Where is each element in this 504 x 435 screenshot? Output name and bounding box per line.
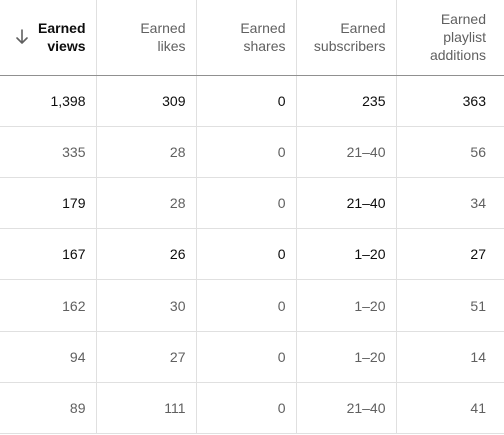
table-header-row: Earned views Earned likes Earned shares … (0, 0, 504, 76)
arrow-down-icon[interactable] (14, 28, 30, 46)
cell-earned-shares: 0 (196, 75, 297, 127)
column-header-label: views (47, 38, 86, 55)
column-header-label: Earned (340, 20, 386, 37)
cell-earned-playlist-additions: 51 (396, 279, 504, 332)
column-header-label: Earned (440, 11, 486, 28)
column-header-earned-subscribers[interactable]: Earned subscribers (296, 0, 397, 76)
cell-earned-likes: 26 (96, 228, 197, 281)
cell-earned-views: 1,398 (0, 75, 97, 127)
cell-earned-likes: 111 (96, 382, 197, 435)
cell-earned-shares: 0 (196, 126, 297, 178)
cell-earned-likes: 28 (96, 126, 197, 178)
cell-earned-shares: 0 (196, 228, 297, 281)
cell-earned-likes: 27 (96, 331, 197, 383)
cell-earned-playlist-additions: 27 (396, 228, 504, 281)
cell-earned-shares: 0 (196, 382, 297, 435)
column-header-label: Earned (140, 20, 186, 37)
cell-earned-subscribers: 1–20 (296, 279, 397, 332)
cell-earned-subscribers: 1–20 (296, 331, 397, 383)
column-header-label: subscribers (313, 38, 386, 55)
column-header-label: Earned (38, 20, 86, 37)
column-header-earned-likes[interactable]: Earned likes (96, 0, 197, 76)
table-row[interactable]: 162 30 0 1–20 51 (0, 279, 504, 332)
cell-earned-likes: 30 (96, 279, 197, 332)
cell-earned-views: 89 (0, 382, 97, 435)
table-row[interactable]: 335 28 0 21–40 56 (0, 126, 504, 178)
cell-earned-shares: 0 (196, 279, 297, 332)
column-header-label: Earned (240, 20, 286, 37)
cell-earned-shares: 0 (196, 331, 297, 383)
cell-earned-playlist-additions: 14 (396, 331, 504, 383)
cell-earned-subscribers: 21–40 (296, 177, 397, 230)
table-row[interactable]: 167 26 0 1–20 27 (0, 228, 504, 281)
table-row[interactable]: 89 111 0 21–40 41 (0, 382, 504, 435)
cell-earned-playlist-additions: 363 (396, 75, 504, 127)
cell-earned-views: 179 (0, 177, 97, 230)
cell-earned-subscribers: 21–40 (296, 126, 397, 178)
column-header-label: likes (157, 38, 186, 55)
cell-earned-subscribers: 235 (296, 75, 397, 127)
column-header-earned-views[interactable]: Earned views (0, 0, 97, 76)
cell-earned-subscribers: 21–40 (296, 382, 397, 435)
cell-earned-views: 94 (0, 331, 97, 383)
cell-earned-views: 167 (0, 228, 97, 281)
table-row[interactable]: 179 28 0 21–40 34 (0, 177, 504, 230)
cell-earned-playlist-additions: 34 (396, 177, 504, 230)
table-row[interactable]: 94 27 0 1–20 14 (0, 331, 504, 383)
cell-earned-views: 162 (0, 279, 97, 332)
cell-earned-subscribers: 1–20 (296, 228, 397, 281)
column-header-earned-playlist-additions[interactable]: Earned playlist additions (396, 0, 504, 76)
cell-earned-shares: 0 (196, 177, 297, 230)
cell-earned-likes: 28 (96, 177, 197, 230)
column-header-label: playlist (443, 29, 486, 46)
cell-earned-likes: 309 (96, 75, 197, 127)
column-header-earned-shares[interactable]: Earned shares (196, 0, 297, 76)
column-header-label: additions (429, 47, 486, 64)
cell-earned-playlist-additions: 56 (396, 126, 504, 178)
column-header-label: shares (243, 38, 286, 55)
cell-earned-views: 335 (0, 126, 97, 178)
cell-earned-playlist-additions: 41 (396, 382, 504, 435)
table-row[interactable]: 1,398 309 0 235 363 (0, 75, 504, 127)
